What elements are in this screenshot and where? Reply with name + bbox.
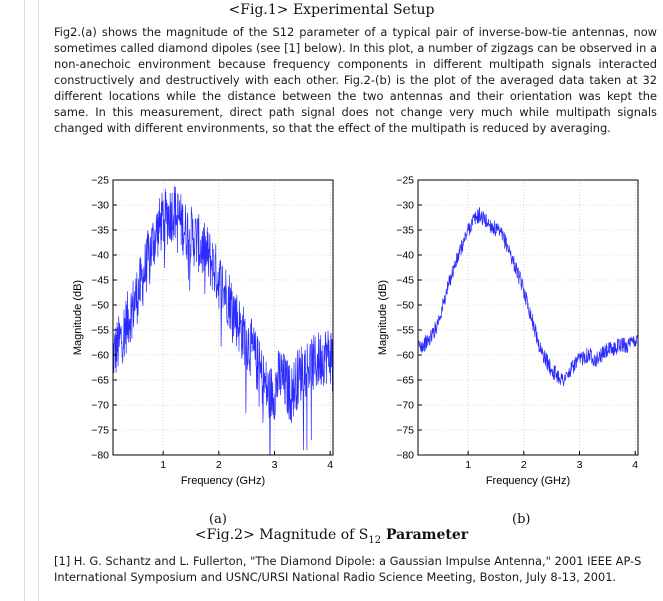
y-tick-label: −30: [91, 200, 109, 212]
plot-area: [418, 180, 638, 455]
y-tick-label: −50: [396, 300, 414, 312]
axes-box: [417, 179, 639, 456]
y-axis-label: Magnitude (dB): [377, 280, 389, 355]
panel-label-b: (b): [512, 512, 531, 527]
x-tick-label: 3: [577, 459, 583, 471]
figure-2-caption-suffix: Parameter: [381, 527, 469, 543]
page-frame-left-inner: [38, 0, 39, 601]
reference-citation: [1] H. G. Schantz and L. Fullerton, "The…: [54, 554, 642, 584]
y-tick-label: −50: [91, 300, 109, 312]
x-axis-label: Frequency (GHz): [181, 475, 265, 487]
x-tick-label: 3: [272, 459, 278, 471]
x-tick-label: 1: [465, 459, 471, 471]
y-tick-label: −55: [91, 325, 109, 337]
panel-label-a: (a): [209, 512, 227, 527]
axes-box: [112, 179, 334, 456]
x-axis-label: Frequency (GHz): [486, 475, 570, 487]
x-tick-label: 2: [216, 459, 222, 471]
chart-b: −25 −30 −35 −40 −45 −50 −55 −60 −65 −70 −75 −80 1 2 3 4…: [377, 175, 639, 487]
y-tick-label: −80: [396, 450, 414, 462]
y-tick-label: −75: [396, 425, 414, 437]
figure-2-caption-subscript: 12: [368, 534, 382, 546]
data-series-line: [112, 185, 334, 456]
figure-1-caption: <Fig.1> Experimental Setup: [228, 2, 435, 18]
page-frame-left: [24, 0, 25, 601]
y-tick-label: −40: [396, 250, 414, 262]
y-tick-label: −45: [91, 275, 109, 287]
y-tick-label: −30: [396, 200, 414, 212]
y-tick-label: −35: [396, 225, 414, 237]
x-tick-label: 4: [327, 459, 333, 471]
y-tick-label: −65: [396, 375, 414, 387]
y-axis-label: Magnitude (dB): [72, 280, 84, 355]
figure-2-caption-prefix: <Fig.2> Magnitude of S: [194, 527, 369, 543]
chart-a: −25 −30 −35 −40 −45 −50 −55 −60 −65 −70 −75 −80 1 2 3 4…: [72, 175, 334, 487]
y-tick-label: −40: [91, 250, 109, 262]
plot-area: [113, 180, 333, 455]
y-tick-label: −80: [91, 450, 109, 462]
x-tick-label: 4: [632, 459, 638, 471]
y-tick-label: −60: [396, 350, 414, 362]
y-tick-label: −45: [396, 275, 414, 287]
y-tick-label: −25: [396, 175, 414, 187]
y-tick-label: −70: [396, 400, 414, 412]
y-tick-label: −35: [91, 225, 109, 237]
y-tick-label: −60: [91, 350, 109, 362]
y-tick-label: −65: [91, 375, 109, 387]
data-series-line: [417, 206, 639, 387]
x-tick-label: 2: [521, 459, 527, 471]
figure-2-caption: <Fig.2> Magnitude of S12 Parameter: [0, 527, 663, 546]
y-tick-label: −70: [91, 400, 109, 412]
x-tick-label: 1: [160, 459, 166, 471]
y-tick-label: −75: [91, 425, 109, 437]
description-paragraph: Fig2.(a) shows the magnitude of the S12 …: [54, 25, 657, 135]
y-tick-label: −25: [91, 175, 109, 187]
y-tick-label: −55: [396, 325, 414, 337]
